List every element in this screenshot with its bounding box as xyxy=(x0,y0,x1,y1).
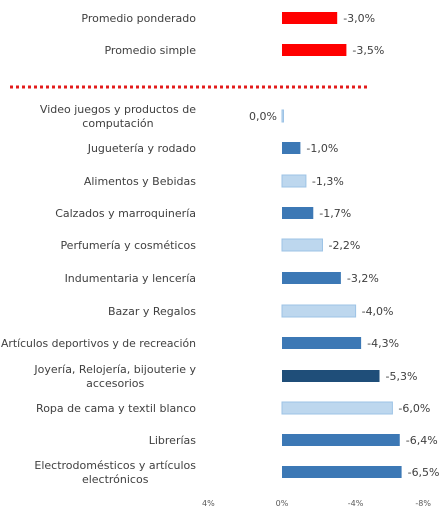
tick-label: 0% xyxy=(276,499,289,508)
value-label: -3,5% xyxy=(352,44,384,57)
value-label: -4,0% xyxy=(362,305,394,318)
value-label: -2,2% xyxy=(328,239,360,252)
bar xyxy=(282,44,347,56)
value-labels: -3,0% -3,5% 0,0% -1,0% -1,3% -1,7% -2,2% -3,2% -… xyxy=(249,12,439,479)
value-label: -3,2% xyxy=(347,272,379,285)
category-labels: Promedio ponderado Promedio simple Video j… xyxy=(1,12,196,486)
value-label: -3,0% xyxy=(343,12,375,25)
value-label: -1,3% xyxy=(312,175,344,188)
bar xyxy=(282,142,301,154)
bar xyxy=(282,12,338,24)
category-label: Bazar y Regalos xyxy=(108,305,196,318)
value-label: 0,0% xyxy=(249,110,277,123)
value-label: -5,3% xyxy=(386,370,418,383)
bar xyxy=(281,238,323,252)
value-label: -6,0% xyxy=(398,402,430,415)
bars xyxy=(281,12,402,478)
category-label: Alimentos y Bebidas xyxy=(84,175,196,188)
tick-label: 4% xyxy=(202,499,215,508)
category-label: Promedio simple xyxy=(104,44,196,57)
x-axis-ticks: 4% 0% -4% -8% xyxy=(202,499,431,508)
category-label: Artículos deportivos y de recreación xyxy=(1,337,196,350)
bar xyxy=(282,434,400,446)
category-label: Electrodomésticos y artículos electrónico… xyxy=(34,459,196,486)
category-label: Promedio ponderado xyxy=(81,12,196,25)
category-label: Joyería, Relojería, bijouterie y accesori… xyxy=(33,363,196,390)
category-label: Video juegos y productos de computación xyxy=(40,103,196,130)
bar xyxy=(281,174,307,188)
category-label: Perfumería y cosméticos xyxy=(60,239,196,252)
bar xyxy=(281,109,284,123)
value-label: -6,5% xyxy=(408,466,440,479)
category-label: Calzados y marroquinería xyxy=(55,207,196,220)
bar xyxy=(282,207,314,219)
bar xyxy=(281,401,393,415)
value-label: -1,7% xyxy=(319,207,351,220)
tick-label: -4% xyxy=(348,499,364,508)
bar xyxy=(281,304,357,318)
bar xyxy=(282,466,402,478)
bar xyxy=(282,337,362,349)
category-label: Librerías xyxy=(149,434,197,447)
bar xyxy=(282,370,380,382)
value-label: -4,3% xyxy=(367,337,399,350)
value-label: -6,4% xyxy=(406,434,438,447)
tick-label: -8% xyxy=(415,499,431,508)
category-label: Indumentaria y lencería xyxy=(65,272,196,285)
category-label: Ropa de cama y textil blanco xyxy=(36,402,196,415)
bar xyxy=(282,272,341,284)
category-label: Juguetería y rodado xyxy=(87,142,197,155)
value-label: -1,0% xyxy=(306,142,338,155)
